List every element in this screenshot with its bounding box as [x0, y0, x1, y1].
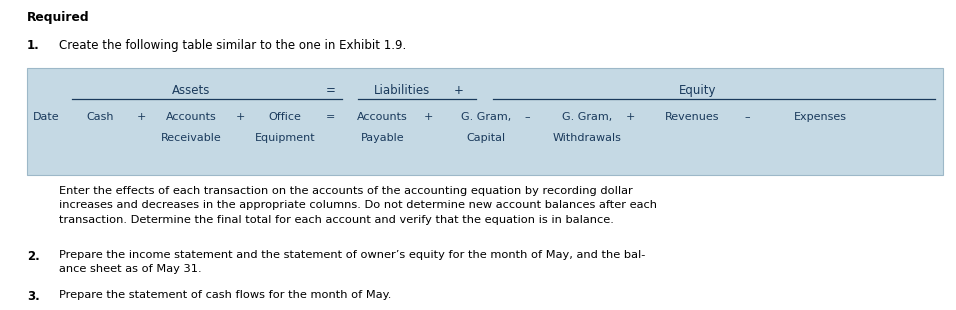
Text: 1.: 1.: [27, 39, 39, 52]
Text: Payable: Payable: [360, 133, 404, 143]
Text: +: +: [236, 112, 246, 122]
Text: Capital: Capital: [467, 133, 505, 143]
Text: Accounts: Accounts: [357, 112, 408, 122]
Text: 3.: 3.: [27, 290, 39, 303]
Text: Receivable: Receivable: [161, 133, 222, 143]
Text: Equity: Equity: [679, 84, 717, 97]
Text: 2.: 2.: [27, 250, 39, 263]
Text: Accounts: Accounts: [165, 112, 217, 122]
Text: =: =: [326, 84, 336, 97]
Text: Assets: Assets: [172, 84, 210, 97]
Text: Prepare the income statement and the statement of owner’s equity for the month o: Prepare the income statement and the sta…: [59, 250, 645, 274]
Text: Required: Required: [27, 11, 90, 24]
FancyBboxPatch shape: [27, 68, 943, 175]
Text: G. Gram,: G. Gram,: [461, 112, 511, 122]
Text: G. Gram,: G. Gram,: [562, 112, 612, 122]
Text: Create the following table similar to the one in Exhibit 1.9.: Create the following table similar to th…: [59, 39, 406, 52]
Text: +: +: [137, 112, 146, 122]
Text: +: +: [424, 112, 433, 122]
Text: +: +: [454, 84, 464, 97]
Text: Date: Date: [33, 112, 59, 122]
Text: Withdrawals: Withdrawals: [553, 133, 621, 143]
Text: Revenues: Revenues: [664, 112, 720, 122]
Text: Prepare the statement of cash flows for the month of May.: Prepare the statement of cash flows for …: [59, 290, 392, 300]
Text: Office: Office: [269, 112, 301, 122]
Text: =: =: [326, 112, 336, 122]
Text: Enter the effects of each transaction on the accounts of the accounting equation: Enter the effects of each transaction on…: [59, 186, 658, 225]
Text: Equipment: Equipment: [254, 133, 315, 143]
Text: –: –: [525, 112, 531, 122]
Text: +: +: [626, 112, 636, 122]
Text: Expenses: Expenses: [793, 112, 847, 122]
Text: Liabilities: Liabilities: [374, 84, 429, 97]
Text: –: –: [745, 112, 750, 122]
Text: Cash: Cash: [87, 112, 114, 122]
